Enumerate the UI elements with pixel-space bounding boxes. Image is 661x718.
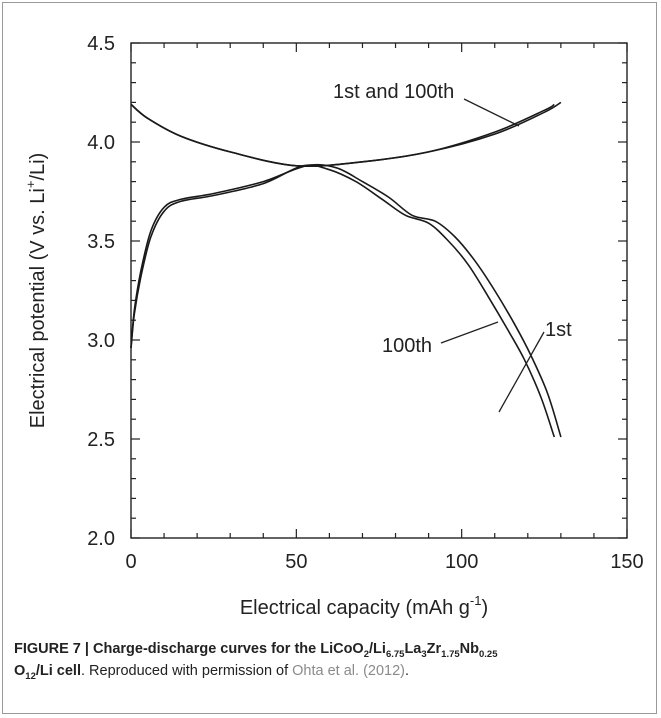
- caption-text: . Reproduced with permission of: [81, 663, 293, 679]
- x-axis-label: Electrical capacity (mAh g-1): [240, 593, 488, 619]
- y-tick-label: 2.5: [87, 429, 115, 451]
- y-tick-label: 3.5: [87, 231, 115, 253]
- annotation-1st: 1st: [545, 319, 572, 341]
- annotation-100th: 100th: [382, 335, 432, 357]
- x-tick-label: 0: [125, 551, 136, 573]
- series-line-discharge_1st: [130, 163, 562, 438]
- x-tick-label: 50: [285, 551, 307, 573]
- annotation-1st-leader: [498, 331, 545, 413]
- y-tick-label: 2.0: [87, 528, 115, 550]
- annotation-100th-leader: [440, 321, 499, 344]
- annotation-charge-leader: [463, 98, 520, 127]
- series-line-charge_1st: [130, 101, 562, 168]
- figure-caption: FIGURE 7 | Charge-discharge curves for t…: [14, 641, 498, 682]
- annotation-charge: 1st and 100th: [333, 81, 454, 103]
- citation-link[interactable]: Ohta et al. (2012): [292, 663, 405, 679]
- caption-title: FIGURE 7 | Charge-discharge curves for t…: [14, 641, 498, 682]
- chart: 2.0 2.5 3.0 3.5 4.0 4.5 0 50 100 150 Electrical ca…: [23, 33, 644, 619]
- y-tick-label: 4.5: [87, 33, 115, 55]
- y-tick-label: 3.0: [87, 330, 115, 352]
- series-line-discharge_100th: [130, 164, 556, 438]
- x-tick-label: 100: [445, 551, 478, 573]
- y-tick-label: 4.0: [87, 132, 115, 154]
- x-tick-label: 150: [610, 551, 643, 573]
- plot-frame: [130, 42, 628, 539]
- y-axis-label: Electrical potential (V vs. Li+/Li): [23, 153, 49, 429]
- series-line-charge_100th: [130, 103, 555, 168]
